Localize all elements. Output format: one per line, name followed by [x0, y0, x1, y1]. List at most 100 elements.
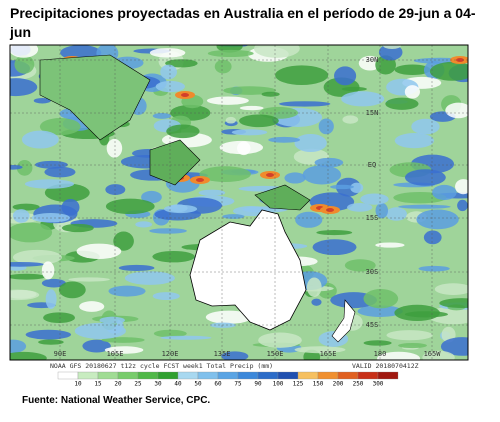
precip-blob [329, 184, 355, 190]
precip-blob [25, 329, 72, 340]
map-frame [9, 44, 469, 361]
precip-blob [24, 179, 75, 189]
colorbar-tick: 150 [313, 381, 324, 388]
lat-label: 15N [366, 109, 379, 117]
colorbar-tick: 50 [194, 381, 202, 388]
precip-blob [34, 160, 68, 169]
precip-blob [385, 207, 407, 221]
precip-blob [455, 179, 468, 195]
precip-blob [383, 45, 402, 49]
precip-blob [284, 172, 306, 184]
precip-blob [341, 91, 385, 107]
precip-blob [152, 250, 195, 263]
precip-blob [135, 221, 153, 228]
colorbar-tick: 300 [373, 381, 384, 388]
precip-blob [31, 213, 70, 223]
colorbar-tick: 75 [234, 381, 242, 388]
precip-blob [221, 351, 249, 360]
precip-blob [423, 230, 442, 245]
colorbar-swatch [177, 371, 199, 380]
colorbar-swatch [357, 371, 379, 380]
precip-blob [113, 231, 134, 251]
precip-blob [404, 85, 420, 99]
precip-blob [152, 292, 180, 301]
lon-label: 165E [320, 350, 337, 358]
precip-blob [445, 102, 468, 119]
precip-blob [82, 339, 111, 353]
precip-blob [10, 261, 45, 267]
precip-blob [334, 66, 357, 86]
map-figure: NOAA GFS 20180627 t12z cycle FCST week1 … [9, 44, 469, 388]
precip-blob [258, 332, 302, 348]
precip-blob [314, 157, 344, 168]
precip-blob [108, 285, 146, 297]
precip-blob [149, 228, 187, 234]
map-area [10, 45, 468, 360]
colorbar-swatch [97, 371, 119, 380]
precip-blob [61, 198, 80, 216]
precip-blob [124, 271, 175, 285]
colorbar-swatch [117, 371, 139, 380]
precip-blob [198, 189, 226, 196]
precip-blob [223, 86, 276, 95]
precip-blob [440, 337, 468, 356]
precip-blob [10, 339, 27, 353]
precip-blob [10, 45, 39, 58]
precip-blob [10, 78, 38, 97]
precip-blob [253, 45, 300, 58]
colorbar-swatch [57, 371, 79, 380]
precip-blob [398, 342, 427, 349]
precip-blob [10, 164, 23, 170]
colorbar-swatch [337, 371, 359, 380]
lon-label: 180 [374, 350, 387, 358]
lon-label: 150E [267, 350, 284, 358]
precip-blob [105, 198, 155, 215]
precip-blob [237, 141, 251, 156]
colorbar-swatch [317, 371, 339, 380]
lat-label: 15S [366, 214, 379, 222]
precip-blob [163, 204, 198, 214]
colorbar-tick: 100 [273, 381, 284, 388]
precip-blob [210, 322, 237, 328]
precip-blob [104, 346, 144, 354]
precip-blob [231, 129, 268, 136]
lon-label: 120E [162, 350, 179, 358]
colorbar-tick: 90 [254, 381, 262, 388]
precip-blob [418, 265, 450, 272]
colorbar-swatch [157, 371, 179, 380]
precip-blob [61, 223, 94, 233]
lon-label: 135E [214, 350, 231, 358]
colorbar-tick: 250 [353, 381, 364, 388]
precip-blob [21, 130, 59, 149]
precip-blob [239, 105, 264, 111]
colorbar-tick: 15 [94, 381, 102, 388]
precip-blob [394, 64, 431, 76]
precip-blob [99, 316, 125, 324]
precip-blob [225, 116, 237, 124]
precip-blob [375, 202, 389, 219]
precip-blob [360, 193, 389, 205]
precip-blob [106, 138, 123, 158]
precip-blob [16, 160, 33, 176]
heavy-precip [326, 208, 334, 212]
precip-blob [68, 277, 110, 282]
lat-label: 45S [366, 321, 379, 329]
precip-blob [404, 311, 448, 318]
colorbar-swatch [257, 371, 279, 380]
precip-blob [41, 261, 55, 280]
colorbar-swatch [197, 371, 219, 380]
colorbar-tick: 25 [134, 381, 142, 388]
heavy-precip [181, 93, 189, 97]
colorbar: 10 15 20 25 30 40 50 60 75 90 100 125 150 200 250 300 [57, 371, 399, 388]
colorbar-tick: 200 [333, 381, 344, 388]
lat-label: 30N [366, 56, 379, 64]
colorbar-swatch [237, 371, 259, 380]
precip-blob [239, 114, 279, 128]
precip-blob [152, 112, 172, 119]
precip-blob [118, 264, 155, 272]
precip-blob [295, 211, 323, 228]
precip-blob [294, 346, 346, 354]
precip-blob [261, 91, 280, 97]
precip-blob [43, 312, 75, 324]
